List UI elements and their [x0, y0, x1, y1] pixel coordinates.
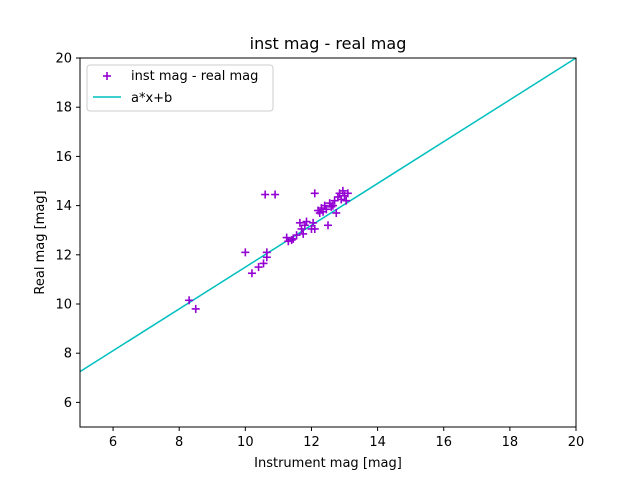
y-tick-label: 12 [55, 248, 72, 263]
scatter-point [302, 217, 311, 226]
x-tick-label: 18 [502, 435, 519, 450]
scatter-point [320, 201, 329, 210]
y-tick-label: 6 [64, 396, 72, 411]
scatter-point [241, 248, 250, 257]
legend: inst mag - real mag a*x+b [86, 64, 274, 112]
scatter-point [328, 201, 337, 210]
x-tick-label: 8 [175, 435, 183, 450]
scatter-point [324, 221, 332, 230]
legend-marker-scatter [103, 72, 111, 80]
y-axis: 6 8 10 12 14 16 18 20 [55, 52, 80, 411]
x-tick-label: 10 [237, 435, 254, 450]
y-tick-label: 14 [55, 199, 72, 214]
scatter-point [282, 233, 291, 242]
fit-line [80, 58, 576, 373]
x-axis-label: Instrument mag [mag] [254, 456, 402, 471]
x-tick-label: 6 [109, 435, 117, 450]
scatter-point [310, 189, 319, 198]
scatter-point [310, 224, 319, 233]
scatter-point [327, 202, 336, 211]
scatter-point [259, 259, 268, 268]
y-tick-label: 10 [55, 298, 72, 313]
x-tick-label: 16 [435, 435, 452, 450]
scatter-point [287, 236, 296, 245]
legend-label-fit: a*x+b [131, 91, 172, 106]
scatter-point [254, 263, 263, 272]
scatter-point [271, 190, 280, 199]
scatter-point [295, 218, 304, 227]
scatter-point [247, 269, 256, 278]
legend-box [86, 64, 274, 112]
scatter-point [185, 296, 194, 305]
scatter-point [262, 248, 271, 257]
scatter-point [342, 196, 351, 205]
scatter-point [292, 231, 301, 240]
scatter-point [191, 304, 200, 313]
x-tick-label: 12 [303, 435, 320, 450]
scatter-point [299, 229, 308, 238]
chart-title: inst mag - real mag [250, 34, 407, 53]
scatter-point [343, 189, 352, 198]
y-tick-label: 20 [55, 52, 72, 67]
legend-plus-marker [103, 72, 111, 80]
x-tick-label: 20 [568, 435, 585, 450]
scatter-point [309, 218, 318, 227]
x-axis: 6 8 10 12 14 16 18 20 [109, 427, 584, 450]
scatter-point [338, 186, 347, 195]
scatter-point [261, 190, 270, 199]
y-axis-label: Real mag [mag] [33, 190, 48, 294]
scatter-point [332, 208, 341, 217]
axes-frame [79, 57, 577, 428]
y-tick-label: 8 [64, 347, 72, 362]
scatter-point [322, 205, 331, 214]
y-tick-label: 16 [55, 150, 72, 165]
scatter-point [300, 221, 309, 230]
x-tick-label: 14 [369, 435, 386, 450]
plot-area [80, 58, 576, 373]
y-tick-label: 18 [55, 101, 72, 116]
legend-label-scatter: inst mag - real mag [131, 69, 258, 84]
